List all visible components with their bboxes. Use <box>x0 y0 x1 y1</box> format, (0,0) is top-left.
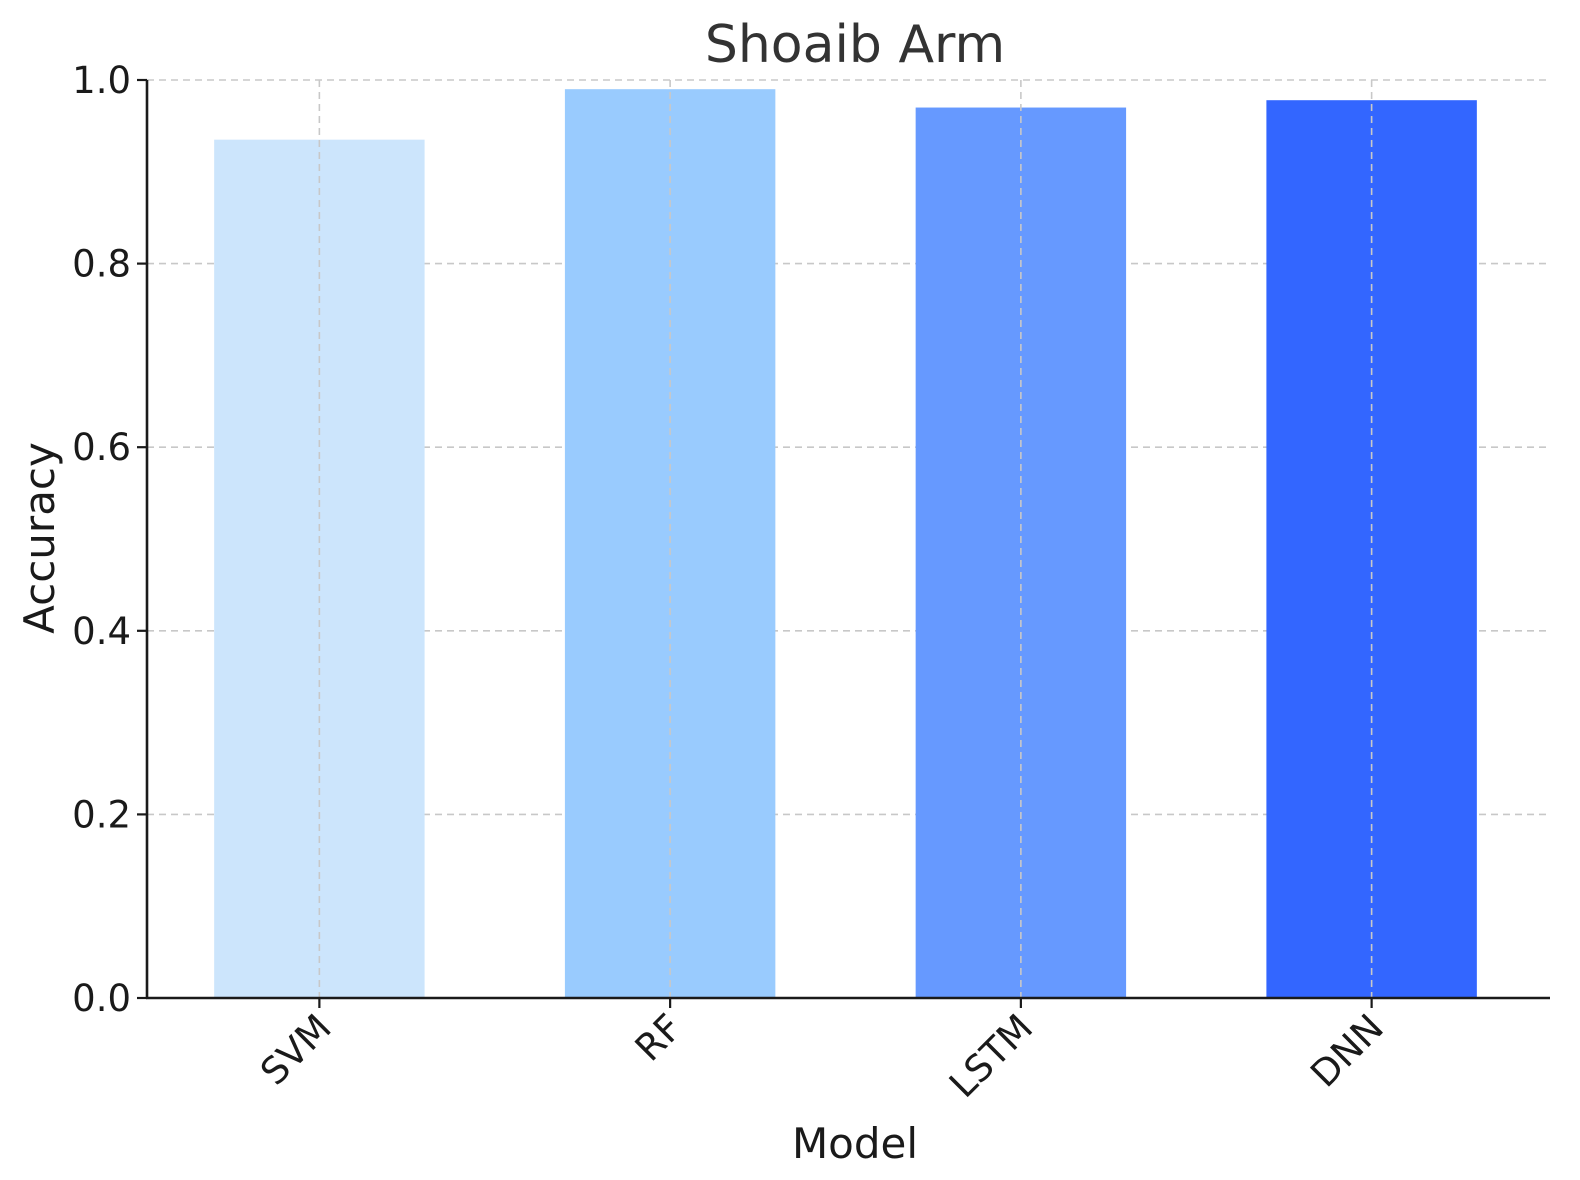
y-tick-label: 0.8 <box>72 243 131 286</box>
y-tick-label: 0.4 <box>72 610 131 653</box>
bars <box>214 89 1477 999</box>
y-tick-label: 0.0 <box>72 977 131 1020</box>
y-axis-label: Accuracy <box>15 442 64 634</box>
x-axis-label: Model <box>792 1119 918 1168</box>
x-tick-label: RF <box>627 1006 691 1070</box>
y-tick-label: 1.0 <box>72 59 131 102</box>
x-tick-label: DNN <box>1302 1006 1392 1096</box>
y-tick-label: 0.6 <box>72 426 131 469</box>
x-ticks: SVM RF LSTM DNN <box>252 998 1392 1106</box>
x-tick-label: LSTM <box>941 1006 1041 1106</box>
x-tick-label: SVM <box>252 1006 339 1093</box>
vertical-grid <box>318 80 1373 998</box>
y-tick-label: 0.2 <box>72 793 131 836</box>
chart-title: Shoaib Arm <box>705 15 1005 75</box>
bar-svm <box>214 139 425 999</box>
axes <box>145 80 1550 1000</box>
y-ticks: 0.0 0.2 0.4 0.6 0.8 1.0 <box>72 59 147 1020</box>
